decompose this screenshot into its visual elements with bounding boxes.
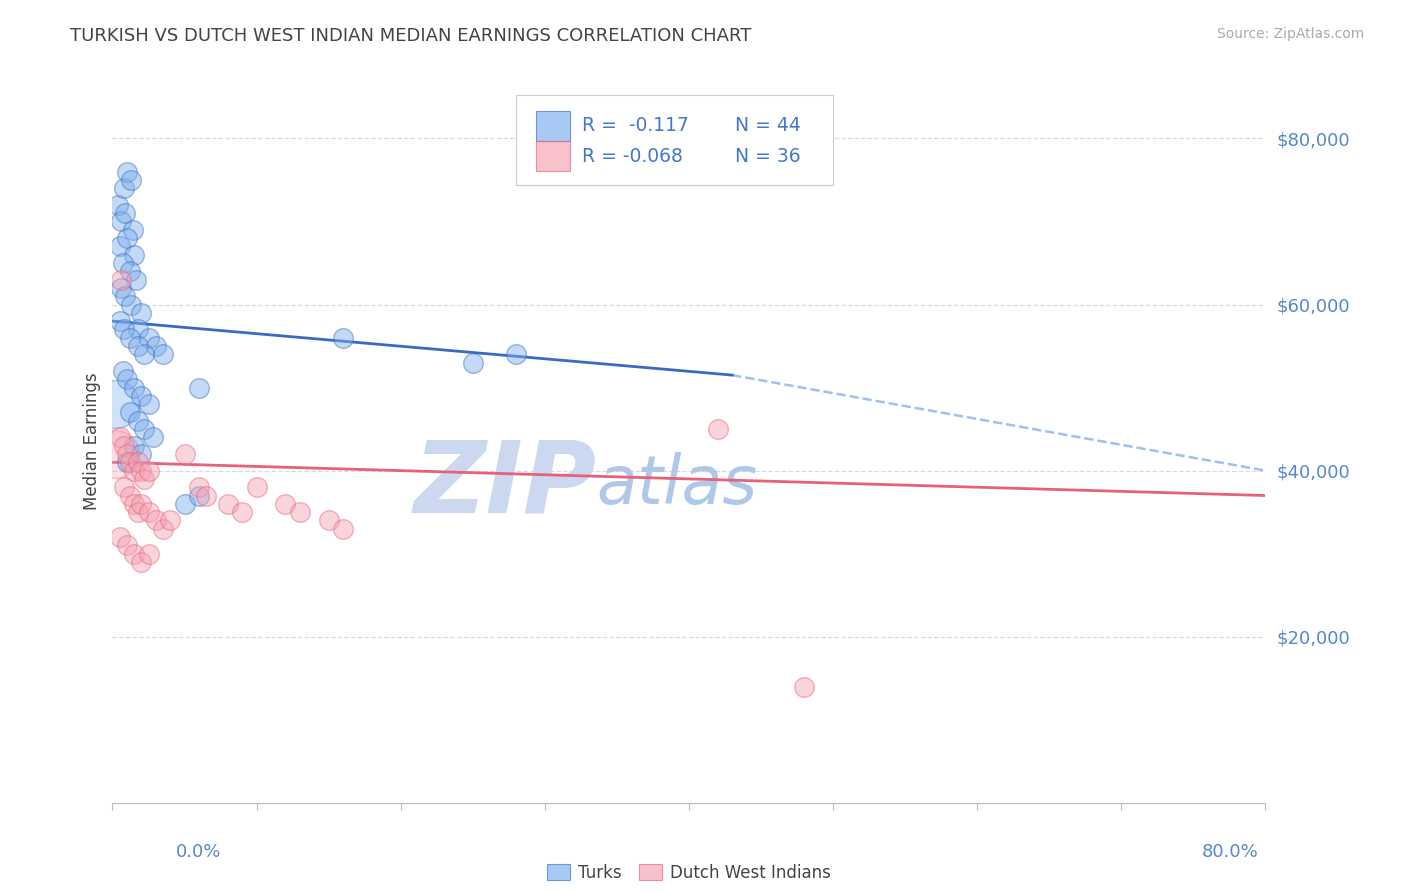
Point bbox=[127, 322, 149, 336]
Point bbox=[127, 455, 149, 469]
Point bbox=[114, 289, 136, 303]
Point bbox=[115, 447, 138, 461]
Point bbox=[217, 497, 239, 511]
Point bbox=[129, 306, 153, 320]
Point bbox=[505, 347, 527, 361]
Point bbox=[112, 181, 135, 195]
Point bbox=[112, 322, 135, 336]
Point bbox=[118, 489, 141, 503]
Point bbox=[110, 272, 132, 286]
Point bbox=[288, 505, 311, 519]
Point bbox=[111, 364, 134, 378]
Point bbox=[332, 331, 354, 345]
Point bbox=[118, 405, 141, 419]
Point bbox=[138, 505, 160, 519]
Point bbox=[122, 547, 145, 561]
Point bbox=[111, 256, 134, 270]
Point bbox=[108, 314, 131, 328]
Point bbox=[134, 472, 156, 486]
Point bbox=[118, 455, 141, 469]
Point bbox=[121, 223, 143, 237]
Point bbox=[142, 430, 165, 444]
Point bbox=[173, 447, 195, 461]
Point bbox=[122, 380, 145, 394]
Point bbox=[145, 339, 167, 353]
Point bbox=[115, 455, 138, 469]
Point bbox=[318, 513, 340, 527]
Point bbox=[129, 447, 153, 461]
Point bbox=[118, 264, 141, 278]
Point bbox=[134, 422, 156, 436]
Point bbox=[115, 164, 138, 178]
Point bbox=[108, 430, 131, 444]
Point bbox=[188, 480, 211, 494]
Point bbox=[138, 331, 160, 345]
Point bbox=[124, 272, 146, 286]
Point bbox=[104, 397, 127, 411]
Point bbox=[145, 513, 167, 527]
Point bbox=[195, 489, 218, 503]
Point bbox=[129, 464, 153, 478]
Point bbox=[114, 206, 136, 220]
Text: TURKISH VS DUTCH WEST INDIAN MEDIAN EARNINGS CORRELATION CHART: TURKISH VS DUTCH WEST INDIAN MEDIAN EARN… bbox=[70, 27, 752, 45]
Point bbox=[129, 555, 153, 569]
Point bbox=[231, 505, 253, 519]
Point bbox=[120, 297, 142, 311]
Text: 0.0%: 0.0% bbox=[176, 843, 221, 861]
Point bbox=[129, 497, 153, 511]
Text: atlas: atlas bbox=[596, 452, 758, 518]
Point bbox=[152, 522, 174, 536]
Point bbox=[127, 505, 149, 519]
Point bbox=[461, 356, 484, 370]
Point bbox=[138, 464, 160, 478]
Y-axis label: Median Earnings: Median Earnings bbox=[83, 373, 101, 510]
Point bbox=[188, 489, 211, 503]
FancyBboxPatch shape bbox=[536, 141, 571, 171]
Point bbox=[112, 439, 135, 453]
Point bbox=[110, 281, 132, 295]
Point bbox=[118, 331, 141, 345]
Point bbox=[108, 530, 131, 544]
Point bbox=[115, 538, 138, 552]
Point bbox=[110, 214, 132, 228]
Legend: Turks, Dutch West Indians: Turks, Dutch West Indians bbox=[540, 857, 838, 888]
Text: ZIP: ZIP bbox=[413, 436, 596, 533]
Point bbox=[274, 497, 297, 511]
Point bbox=[129, 389, 153, 403]
Point bbox=[246, 480, 269, 494]
Text: R =  -0.117: R = -0.117 bbox=[582, 116, 689, 136]
Text: Source: ZipAtlas.com: Source: ZipAtlas.com bbox=[1216, 27, 1364, 41]
Point bbox=[332, 522, 354, 536]
Point bbox=[159, 513, 181, 527]
FancyBboxPatch shape bbox=[536, 111, 571, 141]
Point bbox=[120, 173, 142, 187]
Text: R = -0.068: R = -0.068 bbox=[582, 146, 682, 166]
Text: N = 44: N = 44 bbox=[735, 116, 801, 136]
Point bbox=[115, 372, 138, 386]
Point bbox=[108, 239, 131, 253]
Point bbox=[122, 439, 145, 453]
FancyBboxPatch shape bbox=[516, 95, 832, 185]
Point bbox=[107, 198, 129, 212]
Point bbox=[127, 339, 149, 353]
Point bbox=[104, 447, 127, 461]
Point bbox=[138, 397, 160, 411]
Point bbox=[122, 248, 145, 262]
Point bbox=[127, 414, 149, 428]
Point bbox=[707, 422, 730, 436]
Point bbox=[122, 464, 145, 478]
Point bbox=[173, 497, 195, 511]
Point bbox=[115, 231, 138, 245]
Text: 80.0%: 80.0% bbox=[1202, 843, 1258, 861]
Point bbox=[152, 347, 174, 361]
Point bbox=[134, 347, 156, 361]
Point bbox=[122, 497, 145, 511]
Text: N = 36: N = 36 bbox=[735, 146, 800, 166]
Point bbox=[188, 380, 211, 394]
Point bbox=[138, 547, 160, 561]
Point bbox=[793, 680, 815, 694]
Point bbox=[112, 480, 135, 494]
